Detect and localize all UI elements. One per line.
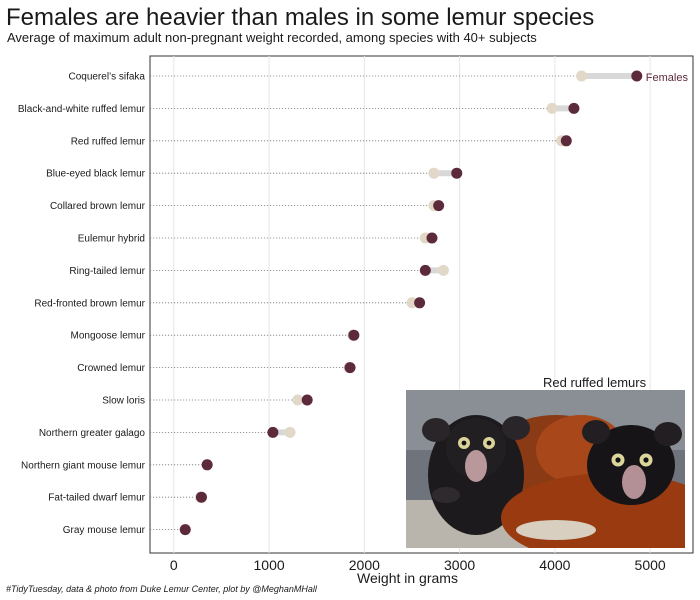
red-ruffed-lemurs-photo	[406, 390, 685, 548]
x-axis-title: Weight in grams	[357, 570, 458, 586]
category-label: Northern giant mouse lemur	[21, 460, 146, 471]
female-point	[301, 394, 313, 406]
female-point	[568, 102, 580, 114]
x-tick-label: 2000	[349, 557, 380, 573]
male-point	[428, 167, 440, 179]
plot-panel	[149, 55, 694, 554]
category-label: Mongoose lemur	[71, 331, 146, 342]
female-point	[451, 167, 463, 179]
female-point	[179, 524, 191, 536]
category-label: Ring-tailed lemur	[69, 266, 145, 277]
chart-subtitle: Average of maximum adult non-pregnant we…	[7, 30, 537, 45]
category-label: Red-fronted brown lemur	[34, 298, 145, 309]
female-point	[201, 459, 213, 471]
category-label: Crowned lemur	[77, 363, 145, 374]
chart-title: Females are heavier than males in some l…	[6, 4, 595, 31]
female-point	[433, 200, 445, 212]
female-point	[414, 297, 426, 309]
category-label: Fat-tailed dwarf lemur	[48, 493, 145, 504]
females-series-label: Females	[646, 72, 689, 84]
male-point	[437, 264, 449, 276]
female-point	[344, 362, 356, 374]
category-label: Gray mouse lemur	[63, 525, 146, 536]
female-point	[419, 264, 431, 276]
male-point	[576, 70, 588, 82]
category-label: Black-and-white ruffed lemur	[18, 104, 146, 115]
x-tick-label: 3000	[444, 557, 475, 573]
male-point	[406, 297, 418, 309]
category-label: Eulemur hybrid	[78, 234, 145, 245]
category-label: Coquerel’s sifaka	[68, 72, 145, 83]
x-tick-label: 4000	[539, 557, 570, 573]
male-point	[284, 426, 296, 438]
category-label: Red ruffed lemur	[71, 136, 146, 147]
category-label: Slow loris	[102, 396, 145, 407]
chart-caption: #TidyTuesday, data & photo from Duke Lem…	[6, 584, 317, 594]
female-point	[560, 135, 572, 147]
male-point	[292, 394, 304, 406]
female-point	[426, 232, 438, 244]
female-point	[631, 70, 643, 82]
x-tick-label: 5000	[635, 557, 666, 573]
category-label: Collared brown lemur	[50, 201, 146, 212]
category-label: Northern greater galago	[39, 428, 146, 439]
photo-title: Red ruffed lemurs	[543, 375, 647, 390]
category-label: Blue-eyed black lemur	[46, 169, 146, 180]
x-tick-label: 0	[170, 557, 178, 573]
male-point	[546, 102, 558, 114]
female-point	[195, 491, 207, 503]
female-point	[348, 329, 360, 341]
x-tick-label: 1000	[254, 557, 285, 573]
female-point	[267, 426, 279, 438]
